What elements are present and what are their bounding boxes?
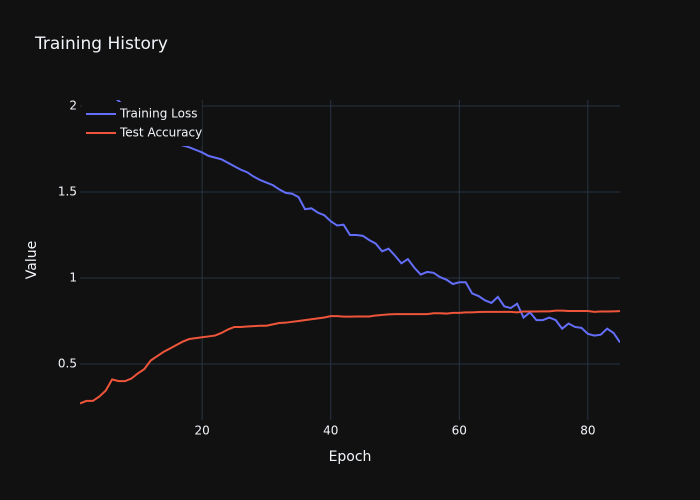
y-tick-label: 1	[69, 270, 77, 284]
x-tick-label: 60	[452, 424, 467, 438]
y-tick-label: 1.5	[58, 184, 77, 198]
x-tick-label: 80	[580, 424, 595, 438]
chart-title: Training History	[34, 34, 168, 54]
legend-label: Test Accuracy	[119, 126, 202, 140]
y-axis-label: Value	[24, 241, 40, 279]
legend-background	[82, 102, 202, 146]
x-tick-label: 20	[195, 424, 210, 438]
y-tick-label: 2	[69, 99, 77, 113]
legend-label: Training Loss	[119, 107, 197, 121]
x-axis-label: Epoch	[329, 449, 372, 465]
x-tick-label: 40	[323, 424, 338, 438]
line-series	[80, 309, 620, 405]
y-tick-label: 0.5	[58, 356, 77, 370]
